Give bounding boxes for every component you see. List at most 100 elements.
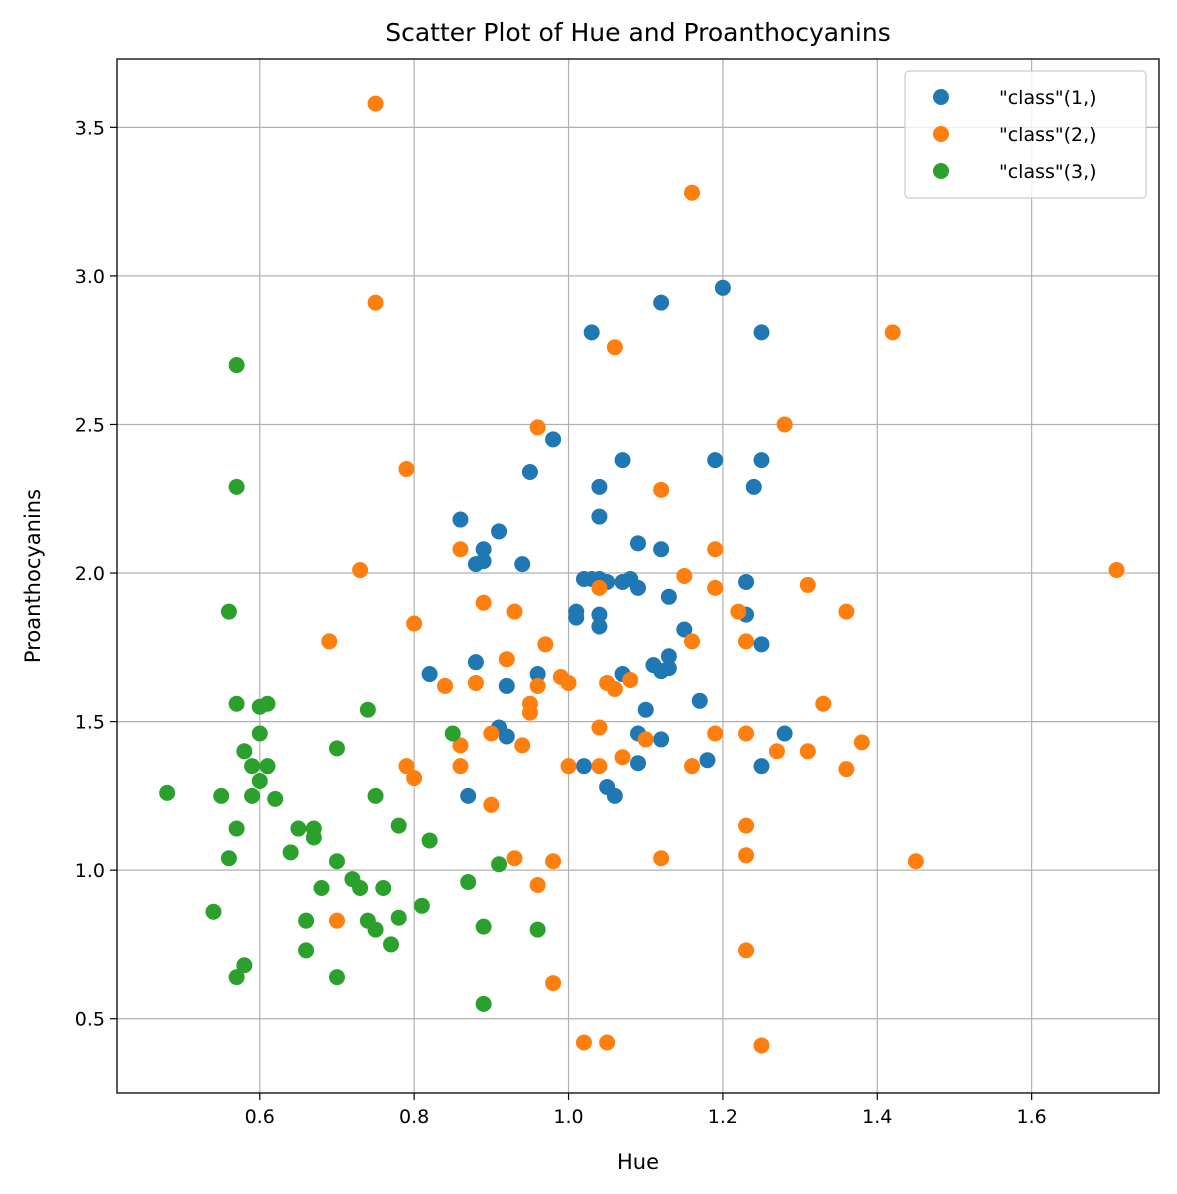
data-point	[251, 773, 268, 790]
data-point	[236, 743, 253, 760]
data-point	[637, 731, 654, 748]
data-point	[475, 594, 492, 611]
data-point	[251, 725, 268, 742]
legend-marker	[933, 89, 949, 105]
series-3	[159, 357, 546, 1012]
data-point	[529, 666, 546, 683]
data-point	[707, 725, 724, 742]
data-point	[591, 579, 608, 596]
y-tick-label: 3.5	[75, 117, 105, 139]
data-point	[730, 603, 747, 620]
data-point	[406, 770, 423, 787]
data-point	[352, 879, 369, 896]
data-point	[707, 541, 724, 558]
data-point	[630, 579, 646, 596]
x-axis-label: Hue	[617, 1150, 659, 1174]
data-point	[738, 942, 755, 959]
data-point	[460, 874, 477, 891]
data-point	[359, 701, 376, 718]
data-point	[684, 633, 701, 650]
data-point	[375, 879, 392, 896]
data-point	[421, 832, 438, 849]
data-point	[506, 603, 523, 620]
data-point	[521, 464, 538, 481]
data-point	[290, 820, 307, 837]
data-point	[637, 701, 654, 718]
data-point	[213, 787, 230, 804]
data-point	[460, 787, 477, 804]
data-point	[799, 743, 816, 760]
data-point	[529, 677, 546, 694]
data-point	[421, 666, 438, 683]
data-point	[606, 787, 623, 804]
data-point	[753, 1037, 770, 1054]
data-point	[591, 618, 608, 635]
data-points	[159, 95, 1125, 1054]
data-point	[753, 452, 770, 469]
series-1	[421, 279, 793, 804]
data-point	[228, 695, 245, 712]
data-point	[884, 324, 901, 341]
plot-frame	[116, 58, 1160, 1094]
data-point	[776, 725, 793, 742]
data-point	[738, 817, 755, 834]
data-point	[236, 957, 253, 974]
data-point	[591, 606, 608, 623]
data-point	[367, 787, 384, 804]
data-point	[467, 674, 484, 691]
data-point	[660, 660, 677, 677]
data-point	[367, 294, 384, 311]
data-point	[228, 357, 245, 374]
legend-marker	[933, 163, 949, 179]
series-2	[321, 95, 1125, 1054]
data-point	[684, 758, 701, 775]
data-point	[568, 609, 585, 626]
data-point	[699, 752, 716, 769]
data-point	[244, 787, 261, 804]
data-point	[660, 588, 677, 605]
data-point	[398, 758, 415, 775]
data-point	[653, 481, 670, 498]
x-tick-label: 1.4	[862, 1106, 892, 1128]
data-point	[529, 921, 546, 938]
x-tick-label: 1.2	[708, 1106, 738, 1128]
x-tick-label: 0.6	[245, 1106, 275, 1128]
data-point	[406, 615, 423, 632]
x-tick-label: 0.8	[399, 1106, 429, 1128]
data-point	[444, 725, 461, 742]
data-point	[691, 692, 708, 709]
data-point	[267, 790, 284, 807]
data-point	[853, 734, 870, 751]
data-point	[907, 853, 924, 870]
data-point	[498, 728, 515, 745]
data-point	[591, 508, 608, 525]
data-point	[390, 909, 407, 926]
data-point	[367, 95, 384, 112]
data-point	[321, 633, 338, 650]
y-tick-label: 3.0	[75, 266, 105, 288]
data-point	[707, 579, 724, 596]
legend: "class"(1,) "class"(2,) "class"(3,)	[904, 70, 1147, 199]
data-point	[228, 969, 245, 986]
data-point	[591, 719, 608, 736]
data-point	[753, 324, 770, 341]
data-point	[506, 850, 523, 867]
y-tick-label: 2.0	[75, 563, 105, 585]
data-point	[437, 677, 454, 694]
data-point	[575, 1034, 592, 1051]
data-point	[475, 553, 492, 570]
data-point	[583, 324, 600, 341]
data-point	[676, 621, 693, 638]
data-point	[614, 452, 631, 469]
data-point	[352, 562, 369, 579]
data-point	[738, 847, 755, 864]
data-point	[714, 279, 731, 296]
x-tick-label: 1.0	[553, 1106, 583, 1128]
x-axis-ticks: 0.6 0.8 1.0 1.2 1.4 1.6	[245, 1093, 1047, 1128]
data-point	[491, 856, 508, 873]
y-axis-ticks: 0.5 1.0 1.5 2.0 2.5 3.0 3.5	[75, 117, 117, 1031]
data-point	[328, 853, 345, 870]
data-point	[205, 903, 222, 920]
data-point	[159, 784, 176, 801]
